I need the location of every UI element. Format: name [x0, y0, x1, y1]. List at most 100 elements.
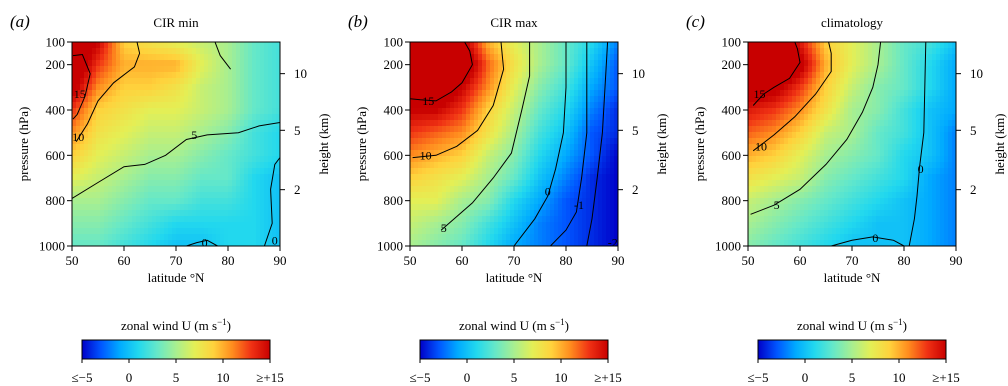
heatmap-cell	[884, 210, 889, 217]
heatmap-cell	[442, 180, 447, 187]
heatmap-cell	[534, 78, 539, 85]
heatmap-cell	[180, 72, 185, 79]
heatmap-cell	[860, 72, 865, 79]
heatmap-cell	[510, 66, 515, 73]
heatmap-cell	[752, 138, 757, 145]
heatmap-cell	[550, 186, 555, 193]
heatmap-cell	[494, 144, 499, 151]
heatmap-cell	[892, 66, 897, 73]
heatmap-cell	[84, 240, 89, 246]
heatmap-cell	[268, 192, 273, 199]
heatmap-cell	[888, 222, 893, 229]
heatmap-cell	[796, 138, 801, 145]
heatmap-cell	[474, 156, 479, 163]
heatmap-cell	[892, 60, 897, 67]
heatmap-cell	[120, 210, 125, 217]
heatmap-cell	[848, 204, 853, 211]
heatmap-cell	[474, 42, 479, 49]
heatmap-cell	[196, 114, 201, 121]
heatmap-cell	[128, 138, 133, 145]
heatmap-cell	[422, 78, 427, 85]
heatmap-cell	[530, 84, 535, 91]
heatmap-cell	[160, 60, 165, 67]
heatmap-cell	[228, 42, 233, 49]
heatmap-cell	[756, 150, 761, 157]
heatmap-cell	[836, 90, 841, 97]
heatmap-cell	[104, 228, 109, 235]
heatmap-cell	[450, 192, 455, 199]
heatmap-cell	[128, 186, 133, 193]
heatmap-cell	[482, 150, 487, 157]
heatmap-cell	[434, 84, 439, 91]
heatmap-cell	[884, 222, 889, 229]
heatmap-cell	[104, 138, 109, 145]
heatmap-cell	[586, 180, 591, 187]
heatmap-cell	[860, 222, 865, 229]
heatmap-cell	[848, 60, 853, 67]
heatmap-cell	[820, 162, 825, 169]
heatmap-cell	[860, 126, 865, 133]
heatmap-cell	[124, 72, 129, 79]
heatmap-cell	[566, 108, 571, 115]
heatmap-cell	[410, 114, 415, 121]
heatmap-cell	[244, 156, 249, 163]
heatmap-cell	[216, 156, 221, 163]
heatmap-cell	[892, 132, 897, 139]
heatmap-cell	[800, 186, 805, 193]
heatmap-cell	[498, 108, 503, 115]
heatmap-cell	[840, 114, 845, 121]
heatmap-cell	[96, 198, 101, 205]
heatmap-cell	[204, 138, 209, 145]
heatmap-cell	[438, 198, 443, 205]
heatmap-cell	[144, 216, 149, 223]
heatmap-cell	[872, 126, 877, 133]
heatmap-cell	[534, 60, 539, 67]
heatmap-cell	[224, 150, 229, 157]
heatmap-cell	[558, 174, 563, 181]
heatmap-cell	[562, 162, 567, 169]
heatmap-cell	[116, 162, 121, 169]
heatmap-cell	[860, 102, 865, 109]
heatmap-cell	[256, 48, 261, 55]
heatmap-cell	[780, 132, 785, 139]
heatmap-cell	[164, 78, 169, 85]
heatmap-cell	[116, 234, 121, 241]
heatmap-cell	[482, 144, 487, 151]
heatmap-cell	[200, 60, 205, 67]
heatmap-cell	[272, 42, 277, 49]
heatmap-cell	[434, 174, 439, 181]
heatmap-cell	[900, 240, 905, 246]
heatmap-cell	[836, 198, 841, 205]
heatmap-cell	[908, 48, 913, 55]
heatmap-cell	[832, 66, 837, 73]
heatmap-cell	[522, 84, 527, 91]
heatmap-cell	[208, 180, 213, 187]
heatmap-cell	[144, 240, 149, 246]
heatmap-cell	[200, 228, 205, 235]
heatmap-cell	[490, 48, 495, 55]
heatmap-cell	[120, 84, 125, 91]
heatmap-cell	[228, 126, 233, 133]
heatmap-cell	[872, 102, 877, 109]
heatmap-cell	[152, 66, 157, 73]
heatmap-cell	[832, 102, 837, 109]
heatmap-cell	[884, 150, 889, 157]
heatmap-cell	[92, 192, 97, 199]
heatmap-cell	[880, 144, 885, 151]
heatmap-cell	[828, 72, 833, 79]
heatmap-cell	[896, 210, 901, 217]
heatmap-cell	[752, 66, 757, 73]
heatmap-cell	[204, 222, 209, 229]
heatmap-cell	[168, 192, 173, 199]
heatmap-cell	[804, 228, 809, 235]
heatmap-cell	[100, 162, 105, 169]
heatmap-cell	[188, 168, 193, 175]
heatmap-cell	[590, 84, 595, 91]
heatmap-cell	[268, 78, 273, 85]
heatmap-cell	[832, 60, 837, 67]
heatmap-cell	[828, 234, 833, 241]
heatmap-cell	[256, 216, 261, 223]
contour-line	[214, 42, 231, 70]
heatmap-cell	[760, 84, 765, 91]
heatmap-cell	[112, 138, 117, 145]
